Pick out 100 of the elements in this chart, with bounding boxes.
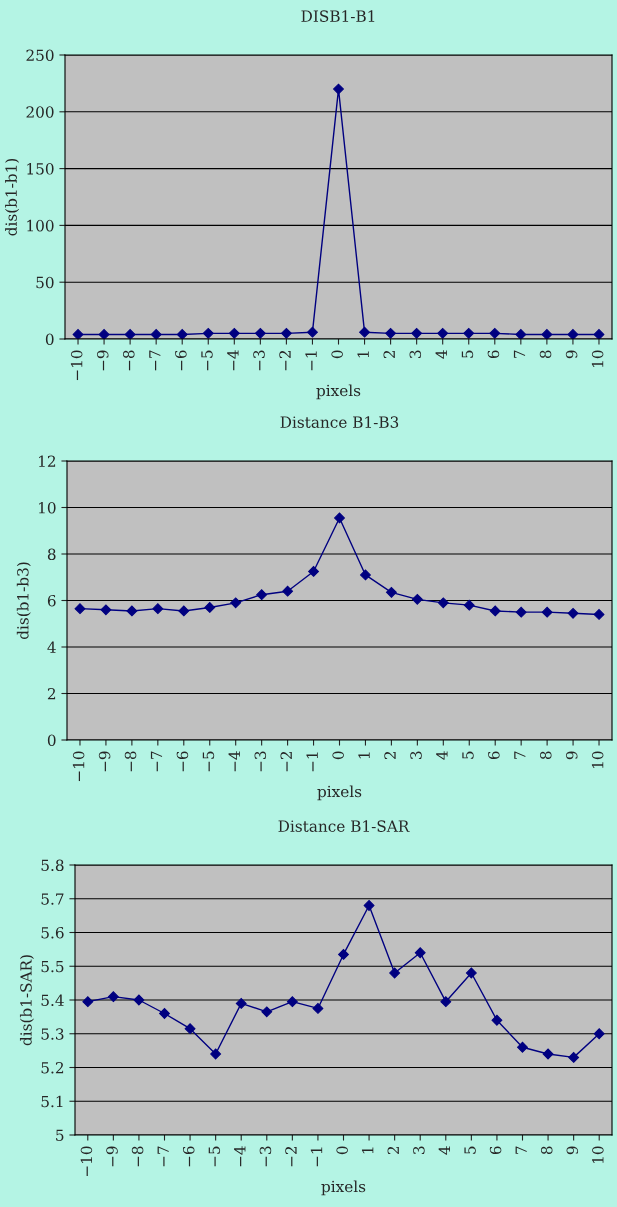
point	[385, 327, 397, 339]
point	[463, 599, 475, 611]
x-tick-label: 4	[436, 751, 448, 760]
x-tick-label: −5	[208, 1146, 221, 1167]
x-tick-label: −3	[254, 751, 267, 772]
point	[261, 1006, 273, 1018]
y-tick-label: 0	[45, 333, 54, 346]
point	[515, 329, 527, 339]
chart-title: Distance B1-SAR	[278, 820, 410, 832]
x-tick-label: −8	[131, 1146, 144, 1167]
x-tick-label: 5	[461, 350, 474, 358]
x-tick-label: −6	[182, 1146, 195, 1167]
x-tick-label: −2	[280, 751, 292, 772]
y-tick-label: 4	[47, 641, 56, 653]
point	[178, 605, 190, 617]
x-tick-label: 10	[591, 751, 604, 768]
point	[133, 994, 145, 1006]
x-tick-label: −10	[70, 350, 83, 381]
x-tick-label: −2	[279, 350, 291, 371]
x-tick-label: 1	[357, 351, 369, 358]
y-tick-label: 5.6	[41, 926, 64, 939]
x-tick-label: 6	[487, 350, 500, 359]
point	[124, 329, 136, 339]
point	[491, 1014, 503, 1026]
x-tick-label: −10	[80, 1146, 93, 1177]
x-tick-label: −5	[202, 751, 215, 772]
point	[363, 900, 375, 911]
point	[411, 327, 423, 339]
point	[338, 949, 349, 960]
x-tick-label: −7	[149, 350, 161, 371]
point	[385, 586, 397, 598]
x-tick-label: −9	[96, 350, 109, 371]
x-tick-label: 3	[413, 1146, 425, 1154]
point	[567, 607, 579, 619]
point	[72, 329, 84, 339]
x-tick-label: 10	[591, 350, 604, 367]
point	[184, 1023, 196, 1035]
point	[100, 604, 112, 616]
y-axis-title: dis(b1-b1)	[5, 158, 20, 236]
y-tick-label: 100	[27, 219, 54, 232]
point	[414, 947, 426, 959]
x-tick-label: −8	[124, 751, 137, 772]
point	[517, 1041, 528, 1053]
x-tick-label: 7	[515, 1146, 527, 1154]
x-tick-label: 4	[438, 1146, 450, 1155]
point	[593, 609, 605, 620]
y-tick-label: 2	[47, 687, 56, 700]
y-tick-label: 50	[36, 276, 54, 289]
y-tick-label: 250	[26, 49, 54, 62]
y-tick-label: 6	[47, 594, 56, 607]
point	[230, 597, 242, 609]
x-tick-label: 10	[592, 1146, 604, 1163]
point	[256, 589, 268, 601]
point	[541, 606, 553, 618]
point	[541, 329, 553, 339]
point	[150, 329, 162, 339]
x-tick-label: −8	[123, 350, 135, 371]
y-tick-label: 5.2	[41, 1061, 64, 1074]
point	[176, 329, 188, 339]
point	[282, 585, 294, 597]
point	[568, 1051, 580, 1063]
chart-title: Distance B1-B3	[280, 416, 399, 428]
y-tick-label: 5.8	[41, 859, 64, 872]
point	[440, 996, 452, 1008]
x-tick-label: 2	[384, 751, 396, 760]
point	[312, 1003, 324, 1014]
point	[360, 569, 371, 581]
x-tick-label: −6	[175, 350, 187, 371]
point	[463, 327, 475, 339]
point	[228, 327, 240, 339]
y-tick-label: 5.5	[41, 960, 64, 973]
point	[204, 602, 216, 613]
x-axis-title: pixels	[321, 1180, 366, 1196]
point	[74, 603, 86, 615]
point	[567, 329, 579, 339]
x-tick-label: 5	[462, 751, 474, 759]
point	[437, 327, 449, 339]
x-tick-label: −10	[72, 751, 85, 782]
x-axis-title: pixels	[317, 785, 362, 801]
x-tick-label: −6	[176, 751, 189, 772]
y-tick-label: 12	[39, 455, 56, 467]
y-tick-label: 5.7	[41, 893, 64, 905]
point	[280, 327, 292, 339]
x-tick-label: 2	[387, 1146, 399, 1155]
x-tick-label: 3	[409, 350, 422, 358]
x-tick-label: −1	[306, 752, 318, 772]
x-tick-label: 3	[410, 751, 422, 759]
x-tick-label: 8	[539, 350, 552, 359]
x-tick-label: −1	[310, 1147, 323, 1167]
point	[82, 996, 94, 1008]
x-tick-label: 5	[464, 1146, 476, 1154]
x-tick-label: 1	[358, 752, 370, 759]
y-tick-label: 150	[27, 163, 54, 175]
point	[307, 326, 318, 338]
x-tick-label: −9	[98, 751, 111, 772]
point	[411, 593, 423, 605]
point	[159, 1008, 170, 1019]
x-tick-label: −4	[234, 1146, 246, 1167]
point	[286, 996, 298, 1008]
point	[210, 1048, 222, 1060]
